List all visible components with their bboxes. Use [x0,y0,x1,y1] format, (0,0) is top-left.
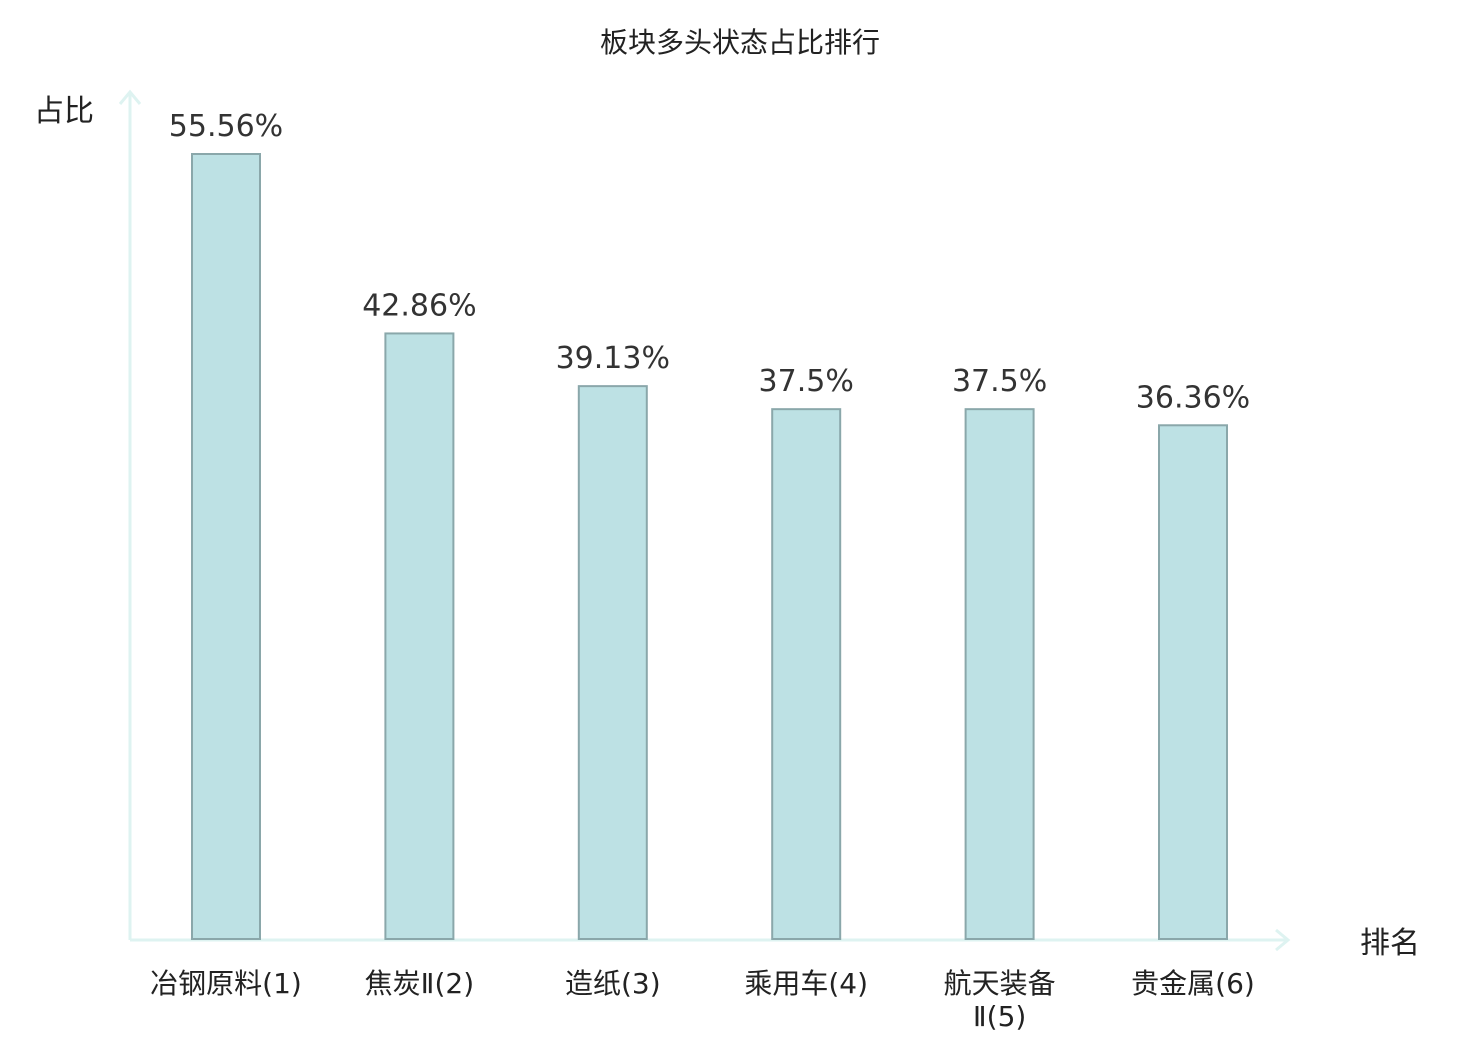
value-label: 36.36% [1136,380,1250,415]
category-label: 焦炭Ⅱ(2) [365,967,474,1000]
value-label: 37.5% [759,364,854,399]
chart-title: 板块多头状态占比排行 [600,26,880,59]
value-labels: 55.56% 42.86% 39.13% 37.5% 37.5% 36.36% [169,109,1250,415]
category-label: 冶钢原料(1) [150,967,302,1000]
bar [191,153,261,940]
value-label: 37.5% [952,364,1047,399]
bar [1158,424,1228,940]
bar-series [191,153,1228,941]
value-label: 42.86% [362,288,476,323]
bar [577,385,648,940]
value-label: 55.56% [169,109,283,144]
y-axis-arrow [118,89,142,105]
y-axis-label: 占比 [34,94,94,129]
category-label: Ⅱ(5) [973,1000,1026,1033]
x-axis-label: 排名 [1360,926,1420,961]
category-label: 乘用车(4) [744,967,868,1000]
x-axis-arrow [1275,928,1291,952]
value-label: 39.13% [556,341,670,376]
category-label: 航天装备 [944,967,1056,1000]
category-label: 造纸(3) [565,967,661,1000]
bar [384,332,455,940]
bar [964,408,1035,941]
category-label: 贵金属(6) [1131,967,1255,1000]
bar [771,408,842,941]
